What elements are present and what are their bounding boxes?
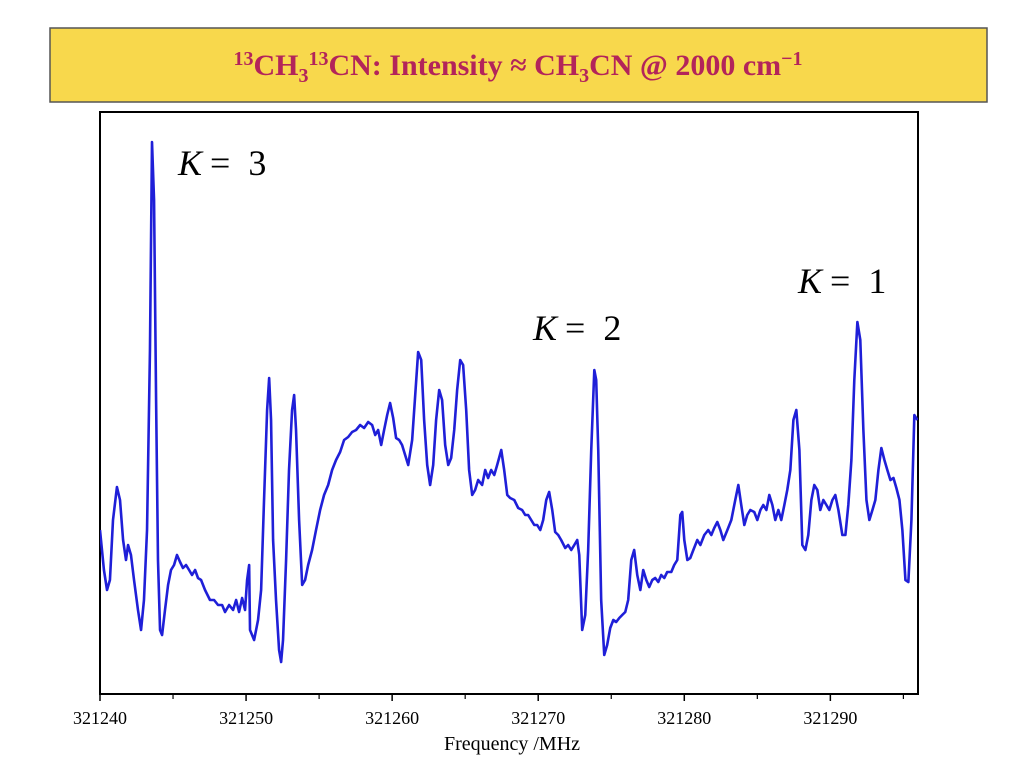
annotation-variable: K — [177, 143, 204, 183]
annotation-text: = 2 — [565, 308, 621, 348]
title-part: CN: Intensity ≈ CH — [328, 49, 579, 82]
annotation: K = 1 — [797, 261, 886, 301]
plot-frame — [99, 111, 919, 695]
x-tick-label: 321250 — [219, 708, 273, 728]
title-part: 13 — [308, 48, 328, 70]
x-tick-label: 321240 — [73, 708, 127, 728]
x-tick-label: 321260 — [365, 708, 419, 728]
x-tick-label: 321280 — [657, 708, 711, 728]
x-tick-label: 321270 — [511, 708, 565, 728]
annotation-variable: K — [532, 308, 559, 348]
title-part: −1 — [781, 48, 802, 70]
chart-title: 13CH313CN: Intensity ≈ CH3CN @ 2000 cm−1 — [233, 48, 802, 87]
title-part: CH — [253, 49, 298, 82]
title-part: 13 — [233, 48, 253, 70]
x-axis-label: Frequency /MHz — [444, 733, 580, 755]
annotation: K = 3 — [177, 143, 266, 183]
annotation-text: = 1 — [830, 261, 886, 301]
title-part: 3 — [579, 65, 589, 87]
title-box — [49, 27, 988, 103]
annotation: K = 2 — [532, 308, 621, 348]
annotation-variable: K — [797, 261, 824, 301]
spectrum-line — [100, 140, 918, 664]
title-part: CN @ 2000 cm — [589, 49, 781, 82]
annotation-text: = 3 — [210, 143, 266, 183]
x-tick-label: 321290 — [803, 708, 857, 728]
title-part: 3 — [298, 65, 308, 87]
